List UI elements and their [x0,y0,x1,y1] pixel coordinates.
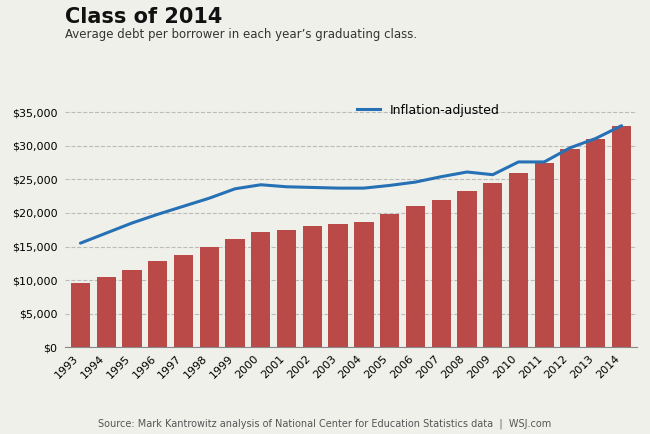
Bar [251,232,270,347]
Bar [226,239,244,347]
Bar [458,191,476,347]
Bar [174,255,193,347]
Bar [406,206,425,347]
Bar [200,247,219,347]
Bar [560,149,580,347]
Bar [380,214,399,347]
Legend: Inflation-adjusted: Inflation-adjusted [358,104,500,117]
Text: Source: Mark Kantrowitz analysis of National Center for Education Statistics dat: Source: Mark Kantrowitz analysis of Nati… [98,418,552,429]
Bar [303,227,322,347]
Bar [432,200,451,347]
Bar [71,283,90,347]
Bar [534,163,554,347]
Bar [586,139,605,347]
Bar [148,261,168,347]
Bar [612,126,631,347]
Bar [277,230,296,347]
Text: Class of 2014: Class of 2014 [65,7,222,26]
Text: Average debt per borrower in each year’s graduating class.: Average debt per borrower in each year’s… [65,28,417,41]
Bar [483,183,502,347]
Bar [97,277,116,347]
Bar [354,222,374,347]
Bar [328,224,348,347]
Bar [122,270,142,347]
Bar [509,173,528,347]
